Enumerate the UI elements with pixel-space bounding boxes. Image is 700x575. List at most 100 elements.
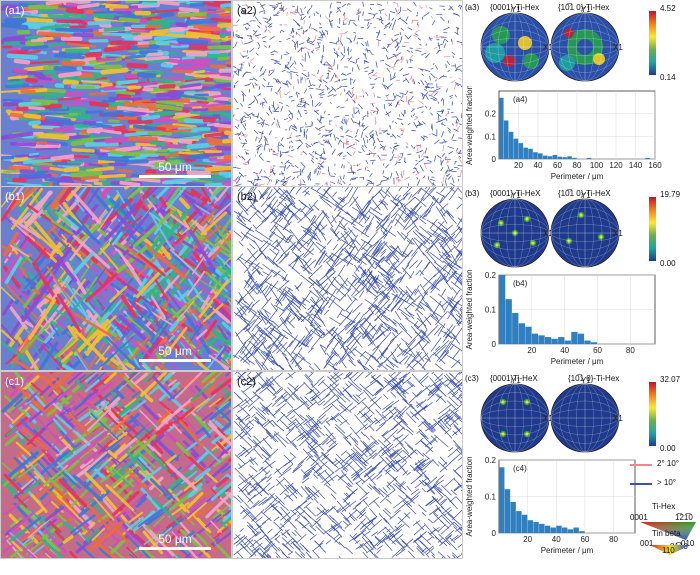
histogram-bar (545, 526, 550, 533)
scale-text-a1: 50 μm (139, 160, 211, 174)
histogram-bar (545, 337, 551, 344)
pf-title-c3-2: {10̅1 0}-Ti-Hex (568, 374, 619, 383)
ti-hex-1210: 1̅21̅0 (675, 513, 693, 522)
x-tick-label: 60 (593, 346, 602, 355)
histogram-bar (505, 489, 510, 533)
pf-x-label-2: X1 (613, 414, 623, 423)
x-tick-label: 160 (648, 161, 662, 170)
histogram-bar (571, 332, 577, 344)
histogram-panel-label: (a4) (513, 95, 528, 104)
tin-beta-title: Tin beta (652, 529, 681, 538)
histogram-bar (567, 156, 572, 159)
y-axis-label: Area-weighted fraction (465, 270, 474, 350)
colorbar-gradient-c3 (649, 382, 656, 446)
boundary-map-c2: (c2) (232, 371, 463, 559)
y-tick-label: 0.1 (485, 132, 497, 141)
histogram-bar (565, 341, 571, 344)
histogram-bar (525, 327, 531, 344)
colorbar-b3: 19.79 0.00 (643, 189, 700, 269)
histogram-bar (516, 511, 521, 533)
y-tick-label: 0 (492, 340, 497, 349)
panel-label-a1: (a1) (5, 5, 25, 17)
pf-title-a3-1: {0001}-Ti-Hex (490, 3, 539, 12)
boundary-texture-a2 (233, 1, 462, 186)
x-tick-label: 140 (629, 161, 643, 170)
histogram-bar (548, 156, 553, 159)
colorbar-max-b3: 19.79 (660, 190, 680, 199)
y-tick-label: 0.2 (485, 110, 497, 119)
histogram-bar (506, 299, 512, 344)
tin-beta-110: 110 (662, 546, 675, 555)
x-tick-label: 20 (523, 535, 532, 544)
histogram-bar (543, 156, 548, 159)
legend-high-angle-line (630, 483, 652, 485)
histogram-bar (558, 337, 564, 344)
legend-low-angle-line (630, 464, 652, 466)
histogram-bar (562, 528, 567, 533)
histogram-bar (562, 157, 567, 159)
histogram-bar (572, 158, 577, 159)
histogram-bar (551, 528, 556, 533)
histogram-bar (528, 520, 533, 533)
y-axis-label: Area-weighted fraction (465, 86, 474, 165)
ti-hex-0001: 0001 (630, 513, 648, 522)
histogram-bar (552, 339, 558, 344)
histogram-bar (514, 139, 519, 159)
panel-label-a2: (a2) (237, 5, 257, 17)
colorbar-min-c3: 0.00 (660, 444, 676, 453)
boundary-map-a2: (a2) (232, 0, 463, 187)
ebsd-texture-c1 (1, 372, 231, 558)
histogram-bar (591, 342, 597, 344)
colorbar-max-c3: 32.07 (660, 375, 680, 384)
histogram-bar (510, 502, 515, 533)
histogram-panel-label: (b4) (513, 279, 528, 288)
ti-hex-title: Ti-Hex (652, 502, 675, 511)
y-tick-label: 0.1 (485, 306, 497, 315)
pf-x-label-2: X1 (613, 229, 623, 238)
histogram-bar (568, 529, 573, 533)
boundary-map-b2: (b2) (232, 186, 463, 371)
histogram-bar (532, 334, 538, 344)
histogram-bar (504, 120, 509, 159)
histogram-bar (645, 158, 650, 159)
panel-label-c3: (c3) (465, 374, 479, 383)
tin-beta-key: Tin beta 001 010 110 (630, 527, 700, 557)
colorbar-a3: 4.52 0.14 (643, 3, 700, 83)
ebsd-map-c1: (c1) 50 μm (0, 371, 232, 559)
panel-label-a3: (a3) (465, 3, 479, 12)
pf-title-b3-2: {10̅1 0}-Ti-HeX (558, 189, 611, 198)
colorbar-gradient-a3 (649, 11, 656, 75)
ebsd-texture-b1 (1, 187, 231, 370)
histogram-bar (512, 313, 518, 344)
boundary-texture-b2 (233, 187, 462, 370)
colorbar-min-a3: 0.14 (660, 73, 676, 82)
y-tick-label: 0.2 (485, 271, 497, 280)
panel-label-c2: (c2) (237, 376, 256, 388)
histogram-bar (587, 158, 592, 159)
pf-x-label-2: X1 (613, 43, 623, 52)
histogram-bar (556, 526, 561, 533)
histogram-bar (522, 515, 527, 533)
pf-title-c3-1: {0001}Ti-HeX (490, 374, 538, 383)
boundary-texture-c2 (233, 372, 462, 558)
histogram-bar (579, 531, 584, 533)
colorbar-max-a3: 4.52 (660, 4, 676, 13)
x-tick-label: 40 (534, 161, 543, 170)
ebsd-map-a1: (a1) 50 μm (0, 0, 232, 187)
scale-text-c1: 50 μm (139, 532, 211, 546)
colorbar-c3: 32.07 0.00 (643, 374, 700, 454)
x-tick-label: 100 (590, 161, 604, 170)
y-axis-label: Area-weighted fraction (465, 456, 474, 536)
histogram-bar (533, 152, 538, 159)
scale-text-b1: 50 μm (139, 344, 211, 358)
pf-title-a3-2: {10̅1 0}-Ti-Hex (558, 3, 609, 12)
x-tick-label: 120 (609, 161, 623, 170)
